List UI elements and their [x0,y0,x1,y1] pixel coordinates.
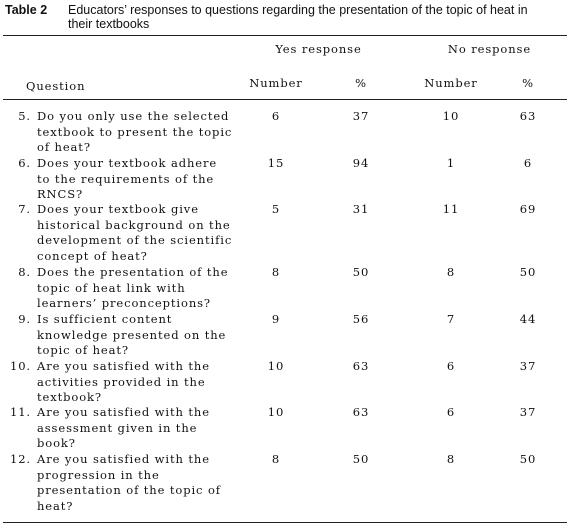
no-percent-cell: 44 [519,312,537,326]
question-text-line: Is sufficient content [37,312,173,326]
bottom-rule [3,522,567,524]
yes-number-cell: 8 [271,265,281,279]
yes-percent-cell: 37 [352,109,370,123]
no-number-cell: 8 [446,452,456,466]
question-text-line: Does your textbook adhere [37,156,218,170]
no-number-cell: 7 [446,312,456,326]
question-text-line: Are you satisfied with the [37,405,210,419]
yes-response-header: Yes response [275,42,362,56]
question-number: 10. [10,359,31,373]
top-rule [3,35,567,37]
question-number: 9. [18,312,31,326]
yes-number-cell: 9 [271,312,281,326]
yes-percent-cell: 50 [352,265,370,279]
question-text-line: assessment given in the [37,420,198,435]
question-number: 7. [18,202,31,216]
question-text-line: historical background on the [37,217,231,232]
question-text-line: to the requirements of the [37,171,215,186]
question-text-line: development of the scientific [37,233,233,248]
question-number: 8. [18,265,31,279]
question-text-line: learners’ preconceptions? [37,296,211,311]
no-number-header: Number [424,76,478,90]
yes-number-cell: 6 [271,109,281,123]
yes-number-cell: 5 [271,202,281,216]
no-number-cell: 11 [442,202,460,216]
no-percent-header: % [522,76,534,90]
no-percent-cell: 50 [519,452,537,466]
yes-percent-cell: 50 [352,452,370,466]
table-label: Table 2 [5,3,48,17]
no-percent-cell: 6 [523,156,533,170]
caption-line-2: their textbooks [68,17,150,31]
question-number: 6. [18,156,31,170]
question-header: Question [26,79,86,93]
question-text-line: topic of heat link with [37,280,186,295]
yes-percent-cell: 56 [352,312,370,326]
question-text-line: of heat? [37,140,91,155]
question-text-line: Do you only use the selected [37,109,230,123]
no-number-cell: 8 [446,265,456,279]
table-caption: Table 2 Educators’ responses to questions… [5,3,567,31]
no-percent-cell: 37 [519,359,537,373]
yes-number-cell: 15 [267,156,285,170]
header-rule [3,99,567,100]
question-text-line: progression in the [37,467,160,482]
question-text-line: presentation of the topic of [37,483,221,498]
yes-percent-cell: 94 [352,156,370,170]
question-text-line: topic of heat? [37,343,129,358]
yes-percent-cell: 63 [352,405,370,419]
no-percent-cell: 69 [519,202,537,216]
no-percent-cell: 63 [519,109,537,123]
question-text-line: textbook to present the topic [37,124,233,139]
yes-number-cell: 10 [267,405,285,419]
caption-line-1: Educators’ responses to questions regard… [68,3,528,17]
question-number: 11. [10,405,31,419]
no-number-cell: 10 [442,109,460,123]
question-number: 12. [10,452,31,466]
yes-percent-cell: 63 [352,359,370,373]
no-number-cell: 6 [446,405,456,419]
yes-number-cell: 10 [267,359,285,373]
no-number-cell: 6 [446,359,456,373]
question-text-line: Are you satisfied with the [37,452,210,466]
no-percent-cell: 37 [519,405,537,419]
no-number-cell: 1 [446,156,456,170]
question-number: 5. [18,109,31,123]
yes-percent-cell: 31 [352,202,370,216]
question-text-line: book? [37,436,76,451]
question-text-line: heat? [37,498,74,513]
question-text-line: activities provided in the [37,374,206,389]
question-text-line: textbook? [37,390,102,405]
question-text-line: concept of heat? [37,248,148,263]
question-text-line: Are you satisfied with the [37,359,210,373]
question-text-line: Does the presentation of the [37,265,229,279]
no-response-header: No response [447,42,532,56]
question-text-line: knowledge presented on the [37,327,227,342]
question-text-line: RNCS? [37,187,84,202]
no-percent-cell: 50 [519,265,537,279]
question-text-line: Does your textbook give [37,202,199,216]
yes-number-header: Number [249,76,303,90]
yes-percent-header: % [355,76,367,90]
yes-number-cell: 8 [271,452,281,466]
